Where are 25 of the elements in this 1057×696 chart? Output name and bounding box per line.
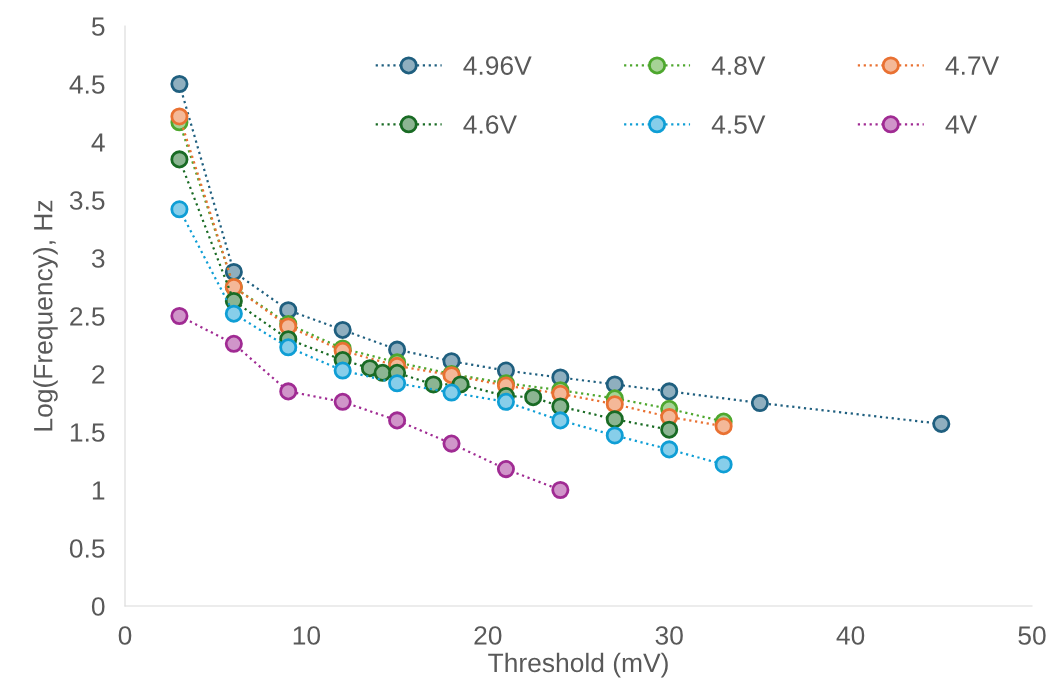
legend-label: 4.8V xyxy=(711,56,766,75)
x-tick-label: 20 xyxy=(474,626,502,645)
y-axis-title: Log(Frequency), Hz xyxy=(33,200,58,431)
legend-label: 4.7V xyxy=(945,56,1000,75)
legend-label: 4V xyxy=(945,115,978,134)
x-tick-label: 30 xyxy=(655,626,683,645)
y-tick-label: 1.5 xyxy=(70,423,105,442)
y-tick-label: 0 xyxy=(91,597,105,616)
y-tick-label: 5 xyxy=(91,17,105,36)
y-tick-label: 0.5 xyxy=(69,539,105,558)
x-tick-label: 40 xyxy=(836,626,865,645)
y-tick-label: 3 xyxy=(91,249,105,268)
legend-label: 4.96V xyxy=(463,56,532,75)
y-tick-label: 4.5 xyxy=(69,75,105,94)
legend-label: 4.6V xyxy=(463,115,517,134)
x-tick-label: 10 xyxy=(293,626,321,645)
x-axis-title: Threshold (mV) xyxy=(488,652,668,678)
x-tick-label: 50 xyxy=(1018,626,1046,645)
y-tick-label: 1 xyxy=(92,481,105,500)
legend-label: 4.5V xyxy=(711,115,766,134)
y-tick-label: 3.5 xyxy=(69,191,105,210)
y-tick-label: 4 xyxy=(91,133,105,152)
y-tick-label: 2.5 xyxy=(70,307,105,326)
x-tick-label: 0 xyxy=(118,626,132,645)
y-tick-label: 2 xyxy=(92,365,105,384)
